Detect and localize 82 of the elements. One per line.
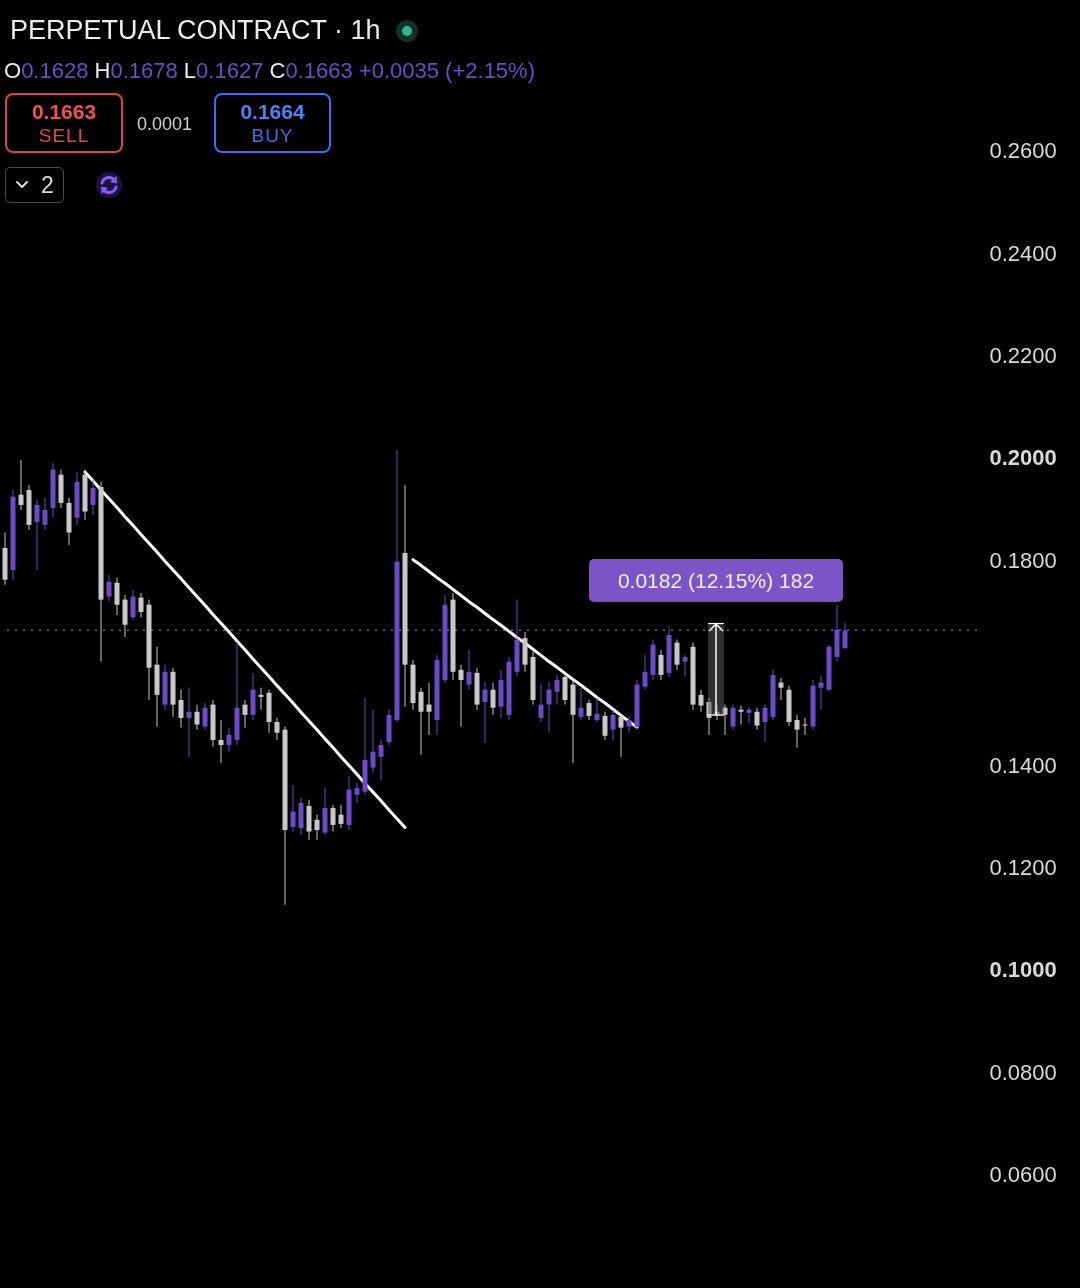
y-tick-label: 0.2600 xyxy=(989,138,1057,164)
dropdown-button: 2 xyxy=(5,167,64,203)
candlestick xyxy=(562,672,568,706)
candlestick xyxy=(330,804,336,833)
candlestick xyxy=(114,577,120,616)
candlestick xyxy=(258,687,264,711)
candlestick xyxy=(602,711,608,741)
candlestick xyxy=(130,589,136,621)
candlestick xyxy=(738,705,744,726)
candlestick xyxy=(706,697,712,736)
candlestick xyxy=(682,654,688,677)
y-tick-label: 0.1000 xyxy=(989,957,1057,983)
candlestick xyxy=(674,639,680,671)
candlestick xyxy=(490,682,496,716)
candlestick xyxy=(290,784,296,833)
candlestick xyxy=(178,689,184,729)
y-tick-label: 0.1800 xyxy=(989,547,1057,573)
candlestick xyxy=(794,714,800,749)
candlestick xyxy=(466,649,472,691)
annotation: 0.1663 xyxy=(31,100,97,123)
candlestick xyxy=(242,699,248,729)
candlestick xyxy=(370,709,376,774)
text: O0.1628 H0.1678 L0.1627 C0.1663 +0.0035 (+2.15%) xyxy=(4,58,535,83)
candlestick xyxy=(194,704,200,731)
candlestick xyxy=(218,719,224,764)
candlestick xyxy=(106,574,112,603)
candlestick xyxy=(842,622,848,650)
candlestick xyxy=(482,681,488,744)
candlestick xyxy=(418,687,424,756)
candlestick xyxy=(722,704,728,736)
candlestick xyxy=(778,677,784,701)
y-tick-label: 0.0600 xyxy=(989,1162,1057,1188)
y-tick-label: 0.2000 xyxy=(989,445,1057,471)
candlestick xyxy=(338,804,344,829)
candlestick xyxy=(186,687,192,758)
candlestick xyxy=(802,717,808,736)
y-tick-label: 0.0800 xyxy=(989,1059,1057,1085)
candlestick xyxy=(818,675,824,711)
candlestick xyxy=(578,687,584,721)
candlestick xyxy=(594,697,600,723)
buy-button: 0.1664 BUY xyxy=(214,93,331,153)
candlestick xyxy=(226,727,232,753)
candlestick xyxy=(610,709,616,741)
annotation: 0.0001 xyxy=(137,114,193,134)
candlestick xyxy=(658,649,664,681)
candlestick xyxy=(426,682,432,736)
candlestick xyxy=(730,704,736,731)
candlestick xyxy=(642,654,648,691)
annotation: 0.0182 (12.15%) 182 xyxy=(617,569,815,592)
line-series xyxy=(83,470,407,829)
candlestick xyxy=(90,479,96,516)
y-tick-label: 0.1400 xyxy=(989,752,1057,778)
candlestick xyxy=(618,713,624,758)
y-tick-label: 0.2400 xyxy=(989,240,1057,266)
candlestick xyxy=(34,499,40,571)
candlestick xyxy=(586,699,592,721)
annotation: 2 xyxy=(41,171,54,198)
candlestick xyxy=(18,459,24,511)
candlestick xyxy=(458,664,464,728)
candlestick xyxy=(202,702,208,731)
text: PERPETUAL CONTRACT · 1h xyxy=(10,15,381,45)
candlestick xyxy=(378,739,384,781)
candlestick xyxy=(538,684,544,723)
candlestick xyxy=(754,707,760,731)
y-tick-label: 0.2200 xyxy=(989,342,1057,368)
candlestick xyxy=(274,717,280,741)
candlestick xyxy=(546,681,552,733)
candlestick xyxy=(554,674,560,706)
y-tick-label: 0.1200 xyxy=(989,854,1057,880)
candlestick xyxy=(314,814,320,841)
annotation: SELL xyxy=(38,125,90,146)
sell-button: 0.1663 SELL xyxy=(5,93,123,153)
candlestick xyxy=(698,689,704,713)
candlestick xyxy=(626,715,632,734)
annotation: 0.1664 xyxy=(240,100,305,123)
candlestick xyxy=(42,497,48,531)
candlestick xyxy=(138,592,144,619)
label-box: 0.0182 (12.15%) 182 xyxy=(589,559,843,602)
annotation: BUY xyxy=(251,125,294,146)
candlestick xyxy=(762,704,768,743)
candlestick xyxy=(354,782,360,804)
candlestick xyxy=(746,706,752,724)
